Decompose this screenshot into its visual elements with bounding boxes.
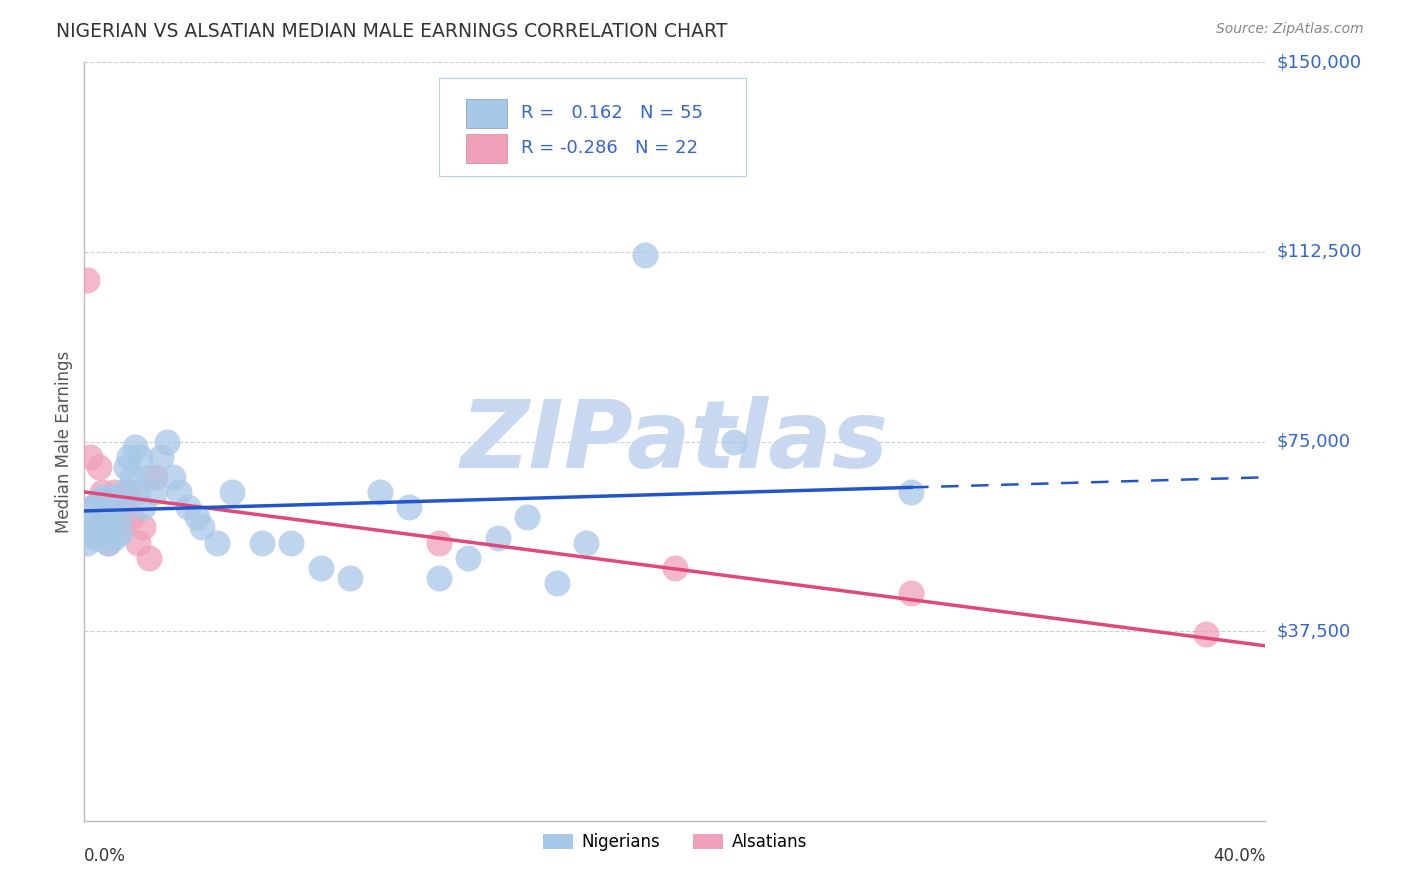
Point: [97, 535, 120, 549]
Point: [84, 510, 107, 524]
Point: [108, 510, 131, 524]
Point: [127, 485, 149, 500]
Text: $112,500: $112,500: [1277, 243, 1362, 261]
Point: [82, 516, 104, 530]
Text: NIGERIAN VS ALSATIAN MEDIAN MALE EARNINGS CORRELATION CHART: NIGERIAN VS ALSATIAN MEDIAN MALE EARNING…: [56, 22, 728, 41]
Point: [339, 571, 361, 585]
Point: [100, 490, 122, 504]
Point: [91, 490, 114, 504]
Point: [129, 450, 152, 464]
Point: [108, 520, 131, 534]
Point: [108, 525, 131, 540]
Text: $150,000: $150,000: [1277, 54, 1361, 71]
Point: [186, 510, 208, 524]
Point: [167, 485, 190, 500]
Point: [124, 440, 146, 454]
Point: [94, 510, 117, 524]
Point: [82, 500, 104, 515]
Point: [97, 535, 120, 549]
Point: [280, 535, 302, 549]
Point: [486, 531, 509, 545]
Point: [82, 500, 104, 515]
Point: [79, 525, 101, 540]
Point: [191, 520, 214, 534]
Point: [207, 535, 229, 549]
Point: [1195, 626, 1218, 640]
Point: [84, 510, 107, 524]
Point: [127, 535, 149, 549]
Legend: Nigerians, Alsatians: Nigerians, Alsatians: [536, 827, 814, 858]
Point: [427, 571, 450, 585]
Point: [84, 531, 107, 545]
Point: [156, 434, 179, 449]
Point: [723, 434, 745, 449]
Point: [100, 500, 122, 515]
Y-axis label: Median Male Earnings: Median Male Earnings: [55, 351, 73, 533]
Point: [162, 470, 184, 484]
Point: [118, 450, 141, 464]
Point: [900, 586, 922, 600]
Point: [105, 495, 128, 509]
Point: [76, 535, 98, 549]
Text: Source: ZipAtlas.com: Source: ZipAtlas.com: [1216, 22, 1364, 37]
Point: [221, 485, 243, 500]
Point: [138, 550, 160, 565]
Point: [76, 273, 98, 287]
Point: [79, 450, 101, 464]
Point: [132, 520, 155, 534]
Point: [118, 485, 141, 500]
Point: [94, 525, 117, 540]
Point: [111, 510, 134, 524]
Point: [546, 576, 568, 591]
Text: 40.0%: 40.0%: [1213, 847, 1265, 865]
Point: [177, 500, 200, 515]
Point: [91, 485, 114, 500]
Text: $37,500: $37,500: [1277, 622, 1351, 640]
Point: [575, 535, 598, 549]
Point: [100, 516, 122, 530]
FancyBboxPatch shape: [465, 134, 508, 162]
Text: 0.0%: 0.0%: [84, 847, 127, 865]
Text: R = -0.286   N = 22: R = -0.286 N = 22: [522, 139, 699, 157]
Point: [664, 561, 686, 575]
Point: [87, 459, 111, 474]
Point: [91, 505, 114, 519]
Point: [132, 500, 155, 515]
FancyBboxPatch shape: [439, 78, 745, 177]
FancyBboxPatch shape: [465, 99, 508, 128]
Point: [87, 495, 111, 509]
Point: [309, 561, 332, 575]
Point: [143, 485, 166, 500]
Point: [87, 520, 111, 534]
Point: [121, 510, 143, 524]
Point: [97, 500, 120, 515]
Text: $75,000: $75,000: [1277, 433, 1351, 450]
Point: [143, 470, 166, 484]
Point: [398, 500, 420, 515]
Point: [634, 247, 657, 261]
Point: [368, 485, 391, 500]
Point: [103, 485, 125, 500]
Point: [121, 470, 143, 484]
Point: [111, 485, 134, 500]
Point: [250, 535, 273, 549]
Point: [457, 550, 479, 565]
Point: [94, 510, 117, 524]
Point: [103, 531, 125, 545]
Point: [150, 450, 173, 464]
Point: [516, 510, 538, 524]
Text: R =   0.162   N = 55: R = 0.162 N = 55: [522, 104, 703, 122]
Point: [138, 470, 160, 484]
Point: [900, 485, 922, 500]
Point: [114, 459, 136, 474]
Point: [103, 505, 125, 519]
Point: [427, 535, 450, 549]
Text: ZIPatlas: ZIPatlas: [461, 395, 889, 488]
